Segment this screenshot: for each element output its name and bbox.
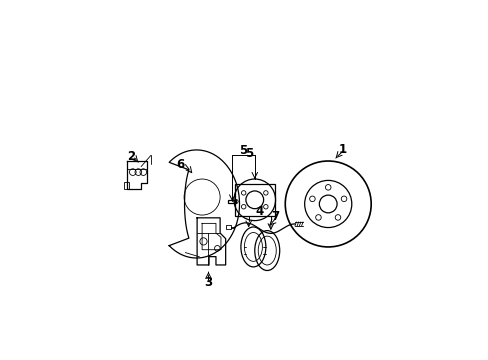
Bar <box>124 182 128 189</box>
Text: 7: 7 <box>271 210 279 223</box>
Text: 1: 1 <box>339 143 346 156</box>
Text: 5: 5 <box>244 147 253 160</box>
Bar <box>228 200 236 203</box>
Text: 3: 3 <box>204 276 212 289</box>
Bar <box>234 184 274 216</box>
Text: 6: 6 <box>176 158 183 171</box>
Text: 5: 5 <box>239 144 247 157</box>
Text: 4: 4 <box>255 205 264 218</box>
Text: 2: 2 <box>126 150 135 163</box>
